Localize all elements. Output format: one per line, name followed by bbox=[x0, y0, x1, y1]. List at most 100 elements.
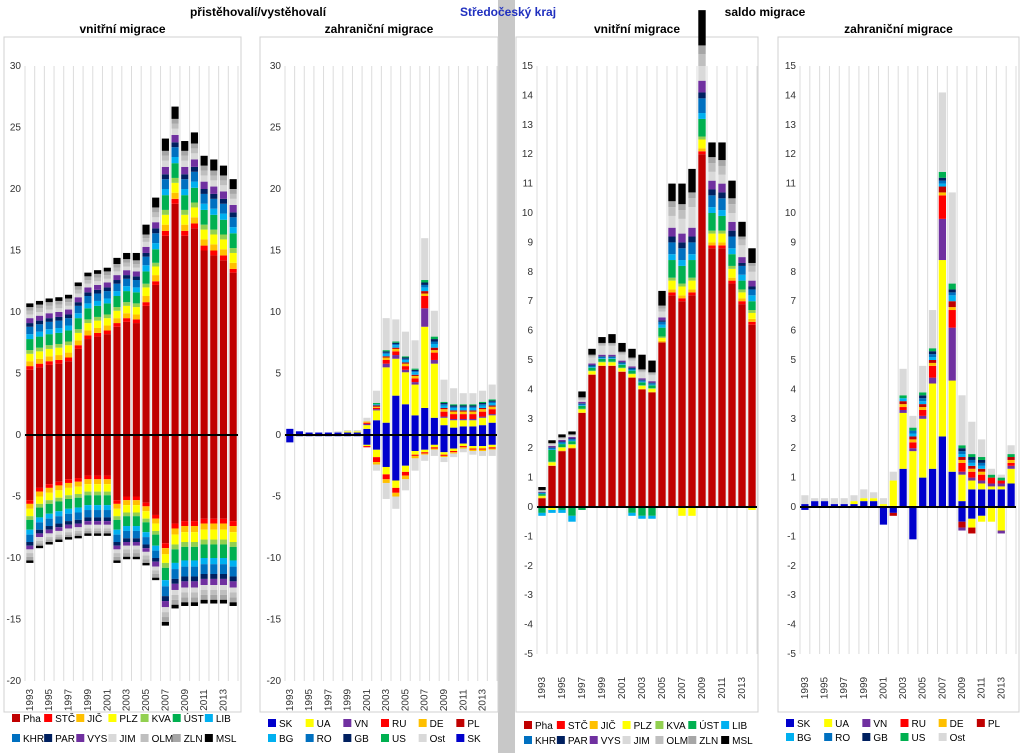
bar-segment-zln-1994 bbox=[35, 304, 44, 309]
bar-segment-us-2003 bbox=[382, 350, 390, 352]
bar-segment-kva-2006 bbox=[668, 277, 676, 281]
bar-segment-plz-2007 bbox=[161, 214, 169, 225]
bar-segment-stč-2009 bbox=[698, 151, 706, 155]
bar-segment-vys-1997 bbox=[578, 401, 586, 404]
bar-segment-pha-2010 bbox=[190, 435, 199, 522]
bar-segment-vys-1994 bbox=[548, 445, 556, 448]
x-tick-label: 1993 bbox=[537, 676, 548, 699]
bar-segment-jim-2004 bbox=[132, 267, 140, 272]
bar-segment-zln-2000 bbox=[94, 273, 102, 278]
bar-segment-kva-2013 bbox=[219, 234, 228, 240]
bar-segment-ru-2007 bbox=[421, 296, 429, 309]
y-tick-label: -3 bbox=[787, 590, 796, 601]
chart-panel-4: zahraniční migrace-5-4-3-2-1012345678910… bbox=[777, 22, 1020, 744]
bar-segment-pha-2012 bbox=[728, 283, 736, 507]
bar-segment-ua-1999 bbox=[860, 498, 868, 502]
bar-segment-úst-2002 bbox=[628, 370, 636, 374]
legend-swatch-de bbox=[938, 719, 947, 727]
bar-segment-msl-2012 bbox=[210, 159, 218, 171]
bar-segment-stč-2011 bbox=[200, 245, 208, 251]
chart-panels: vnitřní migrace-20-15-10-505101520253019… bbox=[3, 10, 1020, 747]
bar-segment-de-2010 bbox=[450, 452, 458, 454]
bar-segment-lib-1998 bbox=[74, 507, 82, 513]
bar-segment-khr-2011 bbox=[718, 198, 726, 211]
bar-segment-úst-2004 bbox=[132, 292, 140, 304]
bar-segment-úst-1996 bbox=[55, 501, 63, 512]
chart-frame bbox=[777, 36, 1020, 713]
bar-segment-jim-2014 bbox=[748, 271, 756, 281]
bar-segment-sk-2014 bbox=[488, 435, 496, 445]
bar-segment-pha-2005 bbox=[142, 435, 150, 503]
bar-segment-msl-2014 bbox=[748, 248, 756, 263]
bar-segment-úst-1996 bbox=[55, 332, 63, 344]
bar-segment-jim-1993 bbox=[26, 314, 34, 319]
bar-segment-par-1998 bbox=[74, 302, 82, 306]
bar-segment-lib-1994 bbox=[35, 517, 44, 523]
y-tick-label: -4 bbox=[787, 620, 796, 631]
bar-segment-úst-2002 bbox=[113, 296, 121, 308]
bar-segment-pl-2006 bbox=[928, 360, 937, 363]
bar-segment-stč-2001 bbox=[103, 475, 111, 480]
bar-segment-bg-2004 bbox=[392, 345, 400, 348]
bar-segment-jim-1996 bbox=[55, 308, 63, 312]
legend-swatch-zln bbox=[688, 736, 697, 744]
bar-segment-ru-2010 bbox=[968, 471, 976, 478]
bar-segment-jič-2004 bbox=[648, 391, 656, 393]
bar-segment-pha-1999 bbox=[84, 435, 92, 476]
bar-segment-pha-2010 bbox=[190, 228, 199, 435]
y-tick-label: -20 bbox=[7, 676, 22, 687]
y-tick-label: 0 bbox=[275, 430, 281, 441]
bar-segment-vys-2000 bbox=[94, 284, 102, 290]
bar-segment-jič-2006 bbox=[152, 518, 160, 524]
bar-segment-olm-1996 bbox=[55, 304, 63, 309]
bar-segment-ua-2002 bbox=[372, 449, 381, 458]
bar-segment-pha-2012 bbox=[210, 255, 218, 435]
bar-segment-par-2014 bbox=[748, 286, 756, 290]
bar-segment-bg-2006 bbox=[928, 357, 937, 360]
bar-segment-msl-2014 bbox=[229, 602, 237, 606]
bar-segment-khr-2009 bbox=[181, 566, 189, 577]
bar-segment-jim-2002 bbox=[113, 549, 121, 554]
bar-segment-msl-2011 bbox=[200, 599, 208, 604]
legend-swatch-ro bbox=[305, 734, 314, 742]
bar-segment-jim-2011 bbox=[200, 175, 208, 182]
bar-segment-plz-2010 bbox=[708, 233, 716, 243]
bar-segment-olm-2011 bbox=[718, 165, 726, 175]
bar-segment-zln-1997 bbox=[578, 397, 586, 399]
bar-segment-sk-1993 bbox=[801, 504, 809, 507]
bar-segment-pl-2011 bbox=[459, 410, 467, 412]
bar-segment-vn-2014 bbox=[488, 414, 496, 416]
bar-segment-de-2014 bbox=[1007, 459, 1015, 463]
bar-segment-úst-2001 bbox=[103, 303, 111, 315]
x-tick-label: 1997 bbox=[577, 676, 588, 699]
bar-segment-stč-1996 bbox=[55, 359, 63, 364]
bar-segment-msl-2010 bbox=[190, 602, 199, 606]
bar-segment-sk-2007 bbox=[421, 407, 429, 435]
bar-segment-sk-2006 bbox=[411, 415, 419, 435]
bar-segment-vys-2000 bbox=[608, 354, 616, 357]
legend-label-plz: PLZ bbox=[119, 714, 137, 725]
bar-segment-jič-2007 bbox=[161, 548, 169, 555]
bar-segment-khr-1994 bbox=[548, 447, 556, 450]
bar-segment-olm-1994 bbox=[35, 308, 44, 312]
bar-segment-lib-1998 bbox=[588, 367, 596, 368]
bar-segment-ro-2011 bbox=[459, 406, 467, 408]
bar-segment-plz-2009 bbox=[181, 532, 189, 543]
bar-segment-ru-2003 bbox=[382, 474, 390, 480]
bar-segment-kva-2003 bbox=[123, 302, 131, 306]
bar-segment-jič-2010 bbox=[190, 526, 199, 533]
legend-swatch-khr bbox=[524, 736, 532, 744]
bar-segment-khr-2008 bbox=[171, 147, 179, 158]
bar-segment-msl-1995 bbox=[45, 298, 53, 303]
bar-segment-ost-2000 bbox=[870, 492, 878, 499]
bar-segment-vys-2006 bbox=[668, 227, 676, 237]
bar-segment-par-2012 bbox=[210, 193, 218, 199]
bar-segment-par-2012 bbox=[728, 230, 736, 237]
bar-segment-úst-2009 bbox=[698, 118, 706, 137]
bar-segment-gb-2009 bbox=[440, 403, 448, 405]
bar-segment-msl-2010 bbox=[708, 142, 716, 158]
bar-segment-vys-2005 bbox=[142, 548, 150, 552]
bar-segment-ua-2008 bbox=[430, 363, 438, 418]
bar-segment-par-2004 bbox=[132, 538, 140, 543]
x-tick-label: 2011 bbox=[458, 689, 469, 711]
